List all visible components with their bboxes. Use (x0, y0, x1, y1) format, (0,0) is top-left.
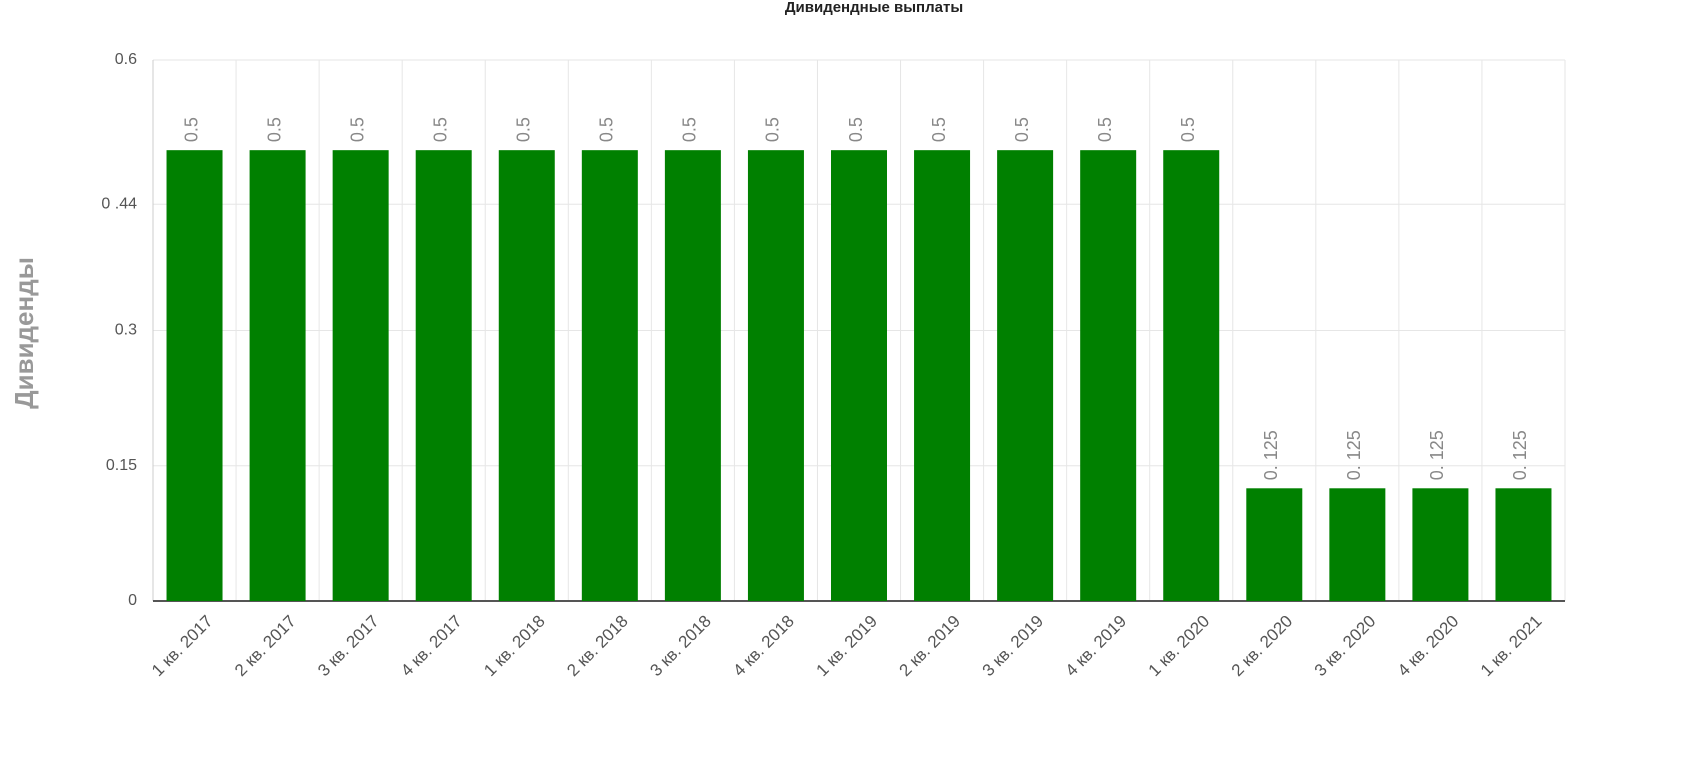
x-tick-label: 2 кв. 2019 (896, 612, 965, 681)
value-label: 0. 125 (1427, 430, 1447, 480)
bar (166, 150, 223, 601)
bar (415, 150, 472, 601)
x-tick-label: 3 кв. 2019 (979, 612, 1048, 681)
bar (914, 150, 971, 601)
x-tick-label: 1 кв. 2020 (1145, 612, 1214, 681)
y-tick-label: 0.6 (115, 51, 137, 68)
value-label: 0.5 (347, 117, 367, 142)
value-label: 0.5 (430, 117, 450, 142)
bar (1163, 150, 1220, 601)
bar (332, 150, 389, 601)
x-tick-label: 3 кв. 2017 (314, 612, 383, 681)
value-label: 0.5 (846, 117, 866, 142)
bar (1329, 488, 1386, 601)
value-label: 0.5 (514, 117, 534, 142)
y-axis-label: Дивиденды (9, 257, 39, 409)
x-tick-label: 2 кв. 2017 (231, 612, 300, 681)
x-tick-label: 3 кв. 2018 (646, 612, 715, 681)
value-label: 0. 125 (1261, 430, 1281, 480)
value-label: 0.5 (680, 117, 700, 142)
x-tick-label: 2 кв. 2020 (1228, 612, 1297, 681)
value-label: 0. 125 (1344, 430, 1364, 480)
bar (581, 150, 638, 601)
bar (249, 150, 306, 601)
value-label: 0.5 (1178, 117, 1198, 142)
bar (747, 150, 804, 601)
value-label: 0.5 (181, 117, 201, 142)
value-label: 0.5 (929, 117, 949, 142)
bar (1495, 488, 1552, 601)
x-tick-label: 1 кв. 2017 (148, 612, 217, 681)
bar (1080, 150, 1137, 601)
bar (1412, 488, 1469, 601)
bar (997, 150, 1054, 601)
bar (664, 150, 721, 601)
y-tick-label: 0 (128, 592, 137, 609)
bar (831, 150, 887, 601)
x-tick-label: 3 кв. 2020 (1311, 612, 1380, 681)
value-label: 0.5 (1012, 117, 1032, 142)
bar (1246, 488, 1303, 601)
x-tick-label: 1 кв. 2018 (480, 612, 549, 681)
value-label: 0.5 (1095, 117, 1115, 142)
value-label: 0. 125 (1510, 430, 1530, 480)
x-tick-label: 1 кв. 2021 (1477, 612, 1546, 681)
x-tick-label: 1 кв. 2019 (812, 612, 881, 681)
x-tick-label: 2 кв. 2018 (563, 612, 632, 681)
x-tick-label: 4 кв. 2018 (729, 612, 798, 681)
y-tick-label: 0.15 (106, 457, 137, 474)
x-tick-label: 4 кв. 2019 (1062, 612, 1131, 681)
y-tick-label: 0 .44 (101, 195, 137, 212)
value-label: 0.5 (597, 117, 617, 142)
y-tick-label: 0.3 (115, 322, 137, 339)
bar (498, 150, 555, 601)
x-tick-label: 4 кв. 2017 (397, 612, 466, 681)
value-label: 0.5 (763, 117, 783, 142)
x-tick-label: 4 кв. 2020 (1394, 612, 1463, 681)
chart-title: Дивидендные выплаты (785, 0, 963, 16)
value-label: 0.5 (264, 117, 284, 142)
